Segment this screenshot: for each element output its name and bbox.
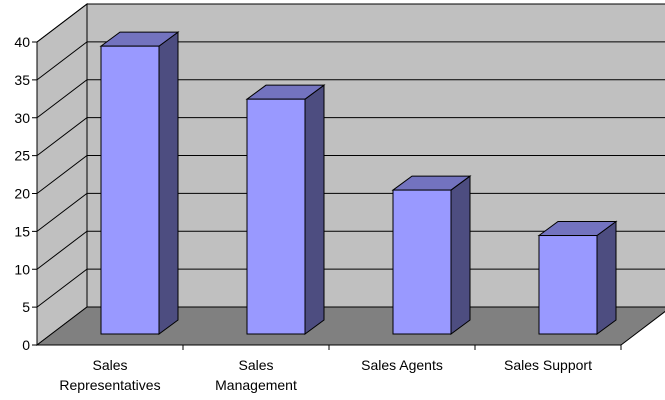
y-tick-label: 15	[14, 223, 30, 239]
bar-front	[100, 45, 160, 335]
y-tick-label: 0	[22, 337, 30, 353]
gridline	[36, 230, 665, 270]
bar-side	[158, 31, 179, 335]
x-axis-labels: Sales Representatives Sales Management Sales…	[59, 345, 622, 393]
x-tick-label: Sales Support	[504, 357, 592, 373]
gridline	[36, 79, 665, 119]
gridline	[36, 155, 665, 194]
y-tick-label: 20	[14, 186, 30, 202]
y-tick-label: 30	[14, 110, 30, 126]
gridline	[36, 117, 665, 157]
bars	[99, 31, 618, 335]
bar-front	[538, 235, 598, 335]
bar-side	[304, 84, 325, 335]
gridline	[36, 41, 665, 81]
bar-side	[596, 220, 617, 335]
gridline	[36, 3, 665, 43]
y-tick-label: 40	[14, 34, 30, 50]
bar-front	[246, 98, 306, 335]
gridlines	[36, 3, 665, 308]
bar	[99, 31, 180, 335]
y-tick-label: 5	[22, 299, 30, 315]
gridline	[36, 192, 665, 232]
y-tick-label: 35	[14, 72, 30, 88]
bar	[245, 84, 326, 335]
y-axis-ticks: 0 5 10 15 20 25 30 35 40	[14, 34, 37, 353]
y-tick-label: 25	[14, 148, 30, 164]
bar	[391, 175, 472, 335]
gridline	[36, 268, 665, 308]
x-tick-label: Sales Agents	[361, 357, 443, 373]
y-tick-label: 10	[14, 261, 30, 277]
bar-side	[450, 175, 471, 335]
bar	[537, 220, 618, 335]
bar-front	[392, 189, 452, 335]
x-tick-label: Sales Management	[215, 357, 297, 393]
x-tick-label: Sales Representatives	[59, 357, 160, 393]
